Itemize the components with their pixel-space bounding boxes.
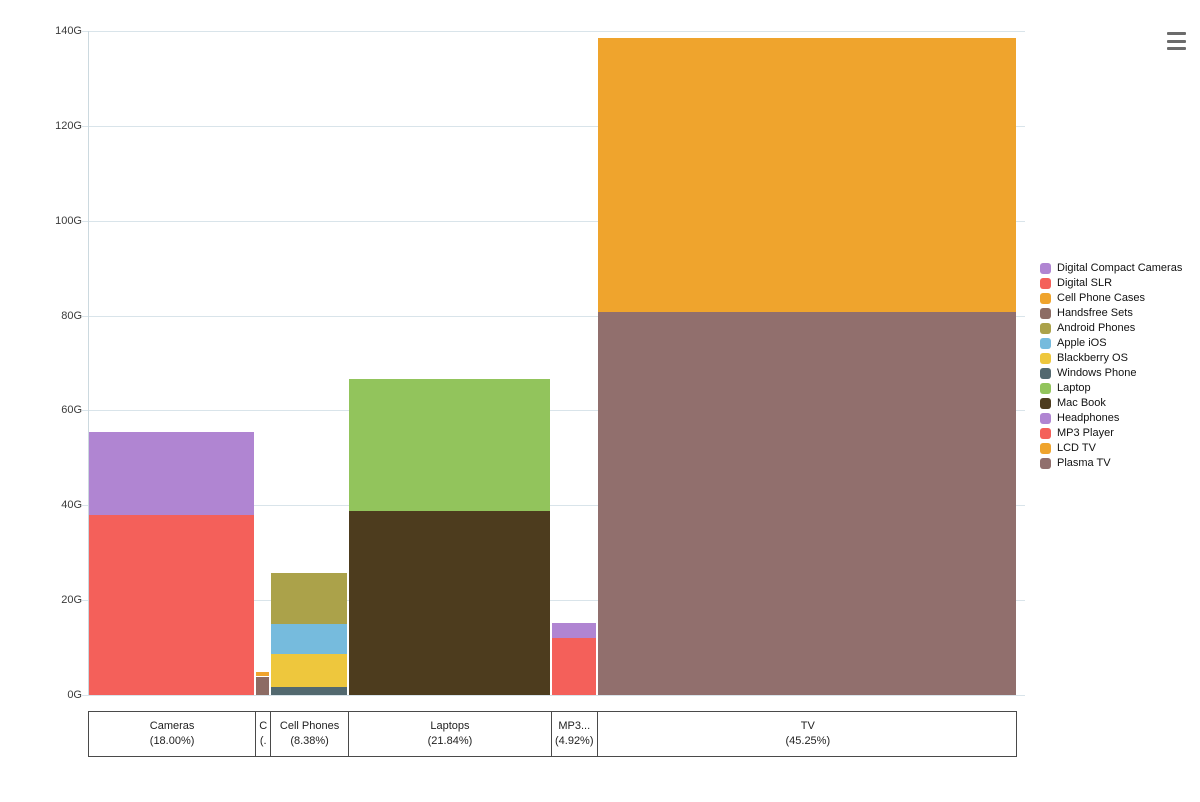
legend-label: Windows Phone [1057,367,1137,379]
legend-item-plasma-tv[interactable]: Plasma TV [1040,456,1182,471]
category-label: Cameras [149,720,195,732]
category-cell-cell-phones: Cell Phones (8.38%) [271,712,350,756]
category-label: Laptops [430,720,470,732]
category-percent-label: (8.38%) [290,735,329,747]
gridline [82,410,1025,412]
segment-laptop[interactable] [349,379,550,512]
legend-item-apple-ios[interactable]: Apple iOS [1040,336,1182,351]
segment-mp3-player[interactable] [551,637,596,695]
gridline [82,600,1025,602]
category-label: Cell Phones [279,720,340,732]
category-percent-label: (45.25%) [785,735,831,747]
legend-label: Handsfree Sets [1057,307,1133,319]
legend-swatch-icon [1040,293,1051,304]
legend-swatch-icon [1040,368,1051,379]
legend-item-android-phones[interactable]: Android Phones [1040,321,1182,336]
legend-item-handsfree-sets[interactable]: Handsfree Sets [1040,306,1182,321]
legend-label: Plasma TV [1057,457,1111,469]
segment-windows-phone[interactable] [271,687,348,695]
y-axis-tick-label: 140G [55,25,82,37]
legend-item-cell-phone-cases[interactable]: Cell Phone Cases [1040,291,1182,306]
y-axis-tick-label: 80G [61,309,82,322]
legend-label: Digital Compact Cameras [1057,262,1183,274]
gridline [82,220,1025,222]
category-percent-label: (. [259,735,267,747]
legend-swatch-icon [1040,428,1051,439]
legend-label: Laptop [1057,382,1091,394]
legend-swatch-icon [1040,338,1051,349]
segment-digital-compact-cameras[interactable] [89,431,255,515]
legend-swatch-icon [1040,323,1051,334]
legend-item-lcd-tv[interactable]: LCD TV [1040,441,1182,456]
segment-apple-ios[interactable] [271,624,348,655]
legend-item-laptop[interactable]: Laptop [1040,381,1182,396]
legend-label: Cell Phone Cases [1057,292,1146,304]
segment-android-phones[interactable] [271,572,348,625]
segment-lcd-tv[interactable] [597,37,1016,313]
category-percent-label: (4.92%) [554,735,594,747]
y-axis-tick-label: 100G [55,214,82,227]
legend-swatch-icon [1040,413,1051,424]
legend-item-blackberry-os[interactable]: Blackberry OS [1040,351,1182,366]
hamburger-menu-icon [1167,39,1186,43]
segment-blackberry-os[interactable] [271,654,348,688]
legend-swatch-icon [1040,278,1051,289]
legend-swatch-icon [1040,263,1051,274]
category-cell-tv: TV (45.25%) [598,712,1018,756]
gridline [82,31,1025,32]
legend-label: Blackberry OS [1057,352,1128,364]
legend-label: Android Phones [1057,322,1136,334]
legend-label: Mac Book [1057,397,1106,409]
legend-swatch-icon [1040,383,1051,394]
gridline [82,315,1025,317]
category-cell-laptops: Laptops (21.84%) [349,712,552,756]
gridline [82,125,1025,127]
segment-cell-phone-cases[interactable] [256,671,270,677]
y-axis-tick-label: 60G [61,404,82,417]
segment-headphones[interactable] [551,623,596,638]
export-menu-button[interactable] [1167,32,1186,50]
legend-label: Digital SLR [1057,277,1113,289]
segment-digital-slr[interactable] [89,514,255,695]
category-percent-label: (21.84%) [427,735,473,747]
gridline [82,695,1025,696]
segment-handsfree-sets[interactable] [256,676,270,695]
legend-swatch-icon [1040,458,1051,469]
y-axis-tick-label: 20G [61,594,82,607]
legend-swatch-icon [1040,308,1051,319]
hamburger-menu-icon [1167,47,1186,50]
legend-swatch-icon [1040,353,1051,364]
category-label: MP3... [558,720,591,732]
y-axis-tick-label: 0G [67,689,82,701]
hamburger-menu-icon [1167,32,1186,35]
x-axis-category-band: Cameras (18.00%) C (. Cell Phones (8.38%) Lapt… [88,711,1017,757]
legend-label: MP3 Player [1057,427,1114,439]
category-label: C [259,720,268,732]
gridline [82,505,1025,507]
segment-mac-book[interactable] [349,511,550,695]
legend: Digital Compact Cameras Digital SLR Cell P… [1040,261,1182,471]
legend-item-mp3-player[interactable]: MP3 Player [1040,426,1182,441]
legend-swatch-icon [1040,443,1051,454]
legend-label: Apple iOS [1057,337,1107,349]
legend-label: Headphones [1057,412,1120,424]
y-axis-tick-label: 120G [55,119,82,132]
y-axis-line [88,31,89,695]
legend-item-digital-slr[interactable]: Digital SLR [1040,276,1182,291]
legend-item-mac-book[interactable]: Mac Book [1040,396,1182,411]
legend-label: LCD TV [1057,442,1096,454]
legend-swatch-icon [1040,398,1051,409]
category-cell-mp3-: MP3... (4.92%) [552,712,598,756]
legend-item-digital-compact-cameras[interactable]: Digital Compact Cameras [1040,261,1182,276]
y-axis-tick-label: 40G [61,499,82,512]
category-cell-c: C (. [256,712,272,756]
segment-plasma-tv[interactable] [597,312,1016,695]
legend-item-windows-phone[interactable]: Windows Phone [1040,366,1182,381]
category-cell-cameras: Cameras (18.00%) [89,712,257,756]
legend-item-headphones[interactable]: Headphones [1040,411,1182,426]
category-percent-label: (18.00%) [149,735,195,747]
category-label: TV [800,720,815,732]
